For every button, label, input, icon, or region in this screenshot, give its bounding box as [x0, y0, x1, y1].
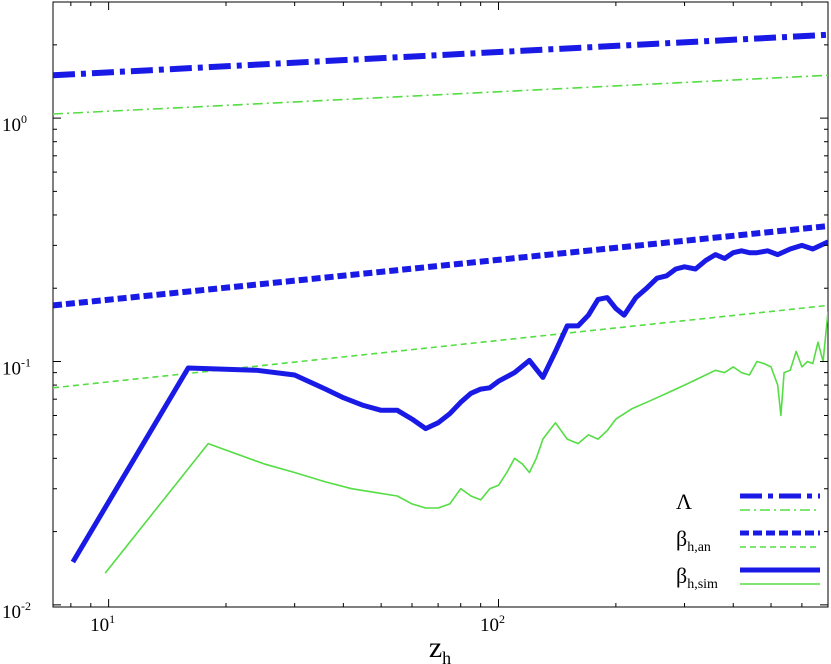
series-line-4 [53, 304, 828, 389]
y-tick-label: 10-1 [2, 355, 31, 379]
x-tick-label: 102 [480, 612, 505, 636]
series-line-2 [53, 74, 828, 115]
legend-label: βh,sim [676, 563, 718, 592]
x-axis-label-main: z [429, 631, 442, 664]
series-line-6 [104, 311, 828, 574]
y-tick-label: 100 [2, 112, 27, 136]
plot-frame [52, 1, 829, 608]
series-layer [53, 31, 828, 574]
x-axis-label-sub: h [442, 648, 451, 664]
x-axis-label: zh [429, 631, 451, 664]
legend: Λβh,an βh,sim [676, 489, 820, 592]
series-line-3 [53, 223, 828, 309]
y-tick-label: 10-2 [2, 599, 31, 623]
legend-label: βh,an [676, 526, 711, 555]
tick-layer: 101 102 10-2 10-1 100 [2, 1, 829, 636]
series-line-1 [53, 31, 828, 79]
x-tick-label: 101 [90, 612, 115, 636]
legend-label: Λ [676, 489, 692, 514]
series-line-5 [70, 239, 828, 564]
